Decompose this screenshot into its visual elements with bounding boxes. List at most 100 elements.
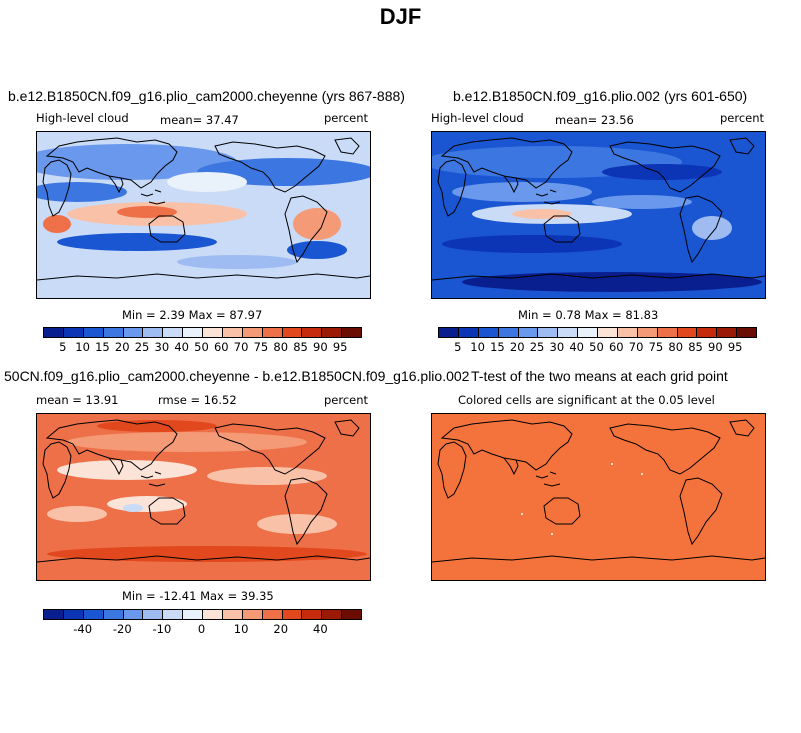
panel2-map-svg <box>432 132 765 298</box>
colorbar-tick-label: 0 <box>197 622 206 636</box>
colorbar-tick-label: 5 <box>59 340 67 354</box>
panel3-title: 50CN.f09_g16.plio_cam2000.cheyenne - b.e… <box>4 368 470 384</box>
colorbar-tick-label: 10 <box>233 622 249 636</box>
colorbar-swatch <box>83 328 104 337</box>
colorbar-swatch <box>83 610 104 619</box>
colorbar-swatch <box>262 610 283 619</box>
panel1-map <box>36 131 371 299</box>
colorbar-swatch <box>203 328 223 337</box>
panel2-variable: High-level cloud <box>431 111 524 125</box>
colorbar-tick-label: 25 <box>529 340 545 354</box>
colorbar-swatch <box>44 328 64 337</box>
colorbar-tick-label: 30 <box>549 340 565 354</box>
panel2-colorbar-ticks: 5 10 15 20 25 30 40 50 60 70 75 80 85 90 95 <box>438 340 755 354</box>
colorbar-swatch <box>282 328 303 337</box>
panel3-colorbar <box>43 609 362 620</box>
colorbar-swatch <box>183 610 203 619</box>
colorbar-swatch <box>44 610 64 619</box>
panel2-minmax: Min = 0.78 Max = 81.83 <box>518 308 659 322</box>
panel2-title: b.e12.B1850CN.f09_g16.plio.002 (yrs 601-… <box>453 88 748 104</box>
colorbar-tick-label: -40 <box>73 622 93 636</box>
colorbar-swatch <box>518 328 539 337</box>
colorbar-swatch <box>103 610 124 619</box>
colorbar-tick-label: 60 <box>213 340 229 354</box>
colorbar-tick-label: 85 <box>293 340 308 354</box>
panel4-title: T-test of the two means at each grid poi… <box>471 368 728 384</box>
colorbar-swatch <box>677 328 698 337</box>
colorbar-swatch <box>143 328 164 337</box>
colorbar-swatch <box>302 328 323 337</box>
colorbar-tick-label: -10 <box>152 622 172 636</box>
colorbar-swatch <box>578 328 598 337</box>
panel4-subtitle: Colored cells are significant at the 0.0… <box>458 393 715 407</box>
panel1-variable: High-level cloud <box>36 111 129 125</box>
colorbar-swatch <box>103 328 124 337</box>
panel1-mean: mean= 37.47 <box>160 113 239 127</box>
colorbar-swatch <box>558 328 579 337</box>
colorbar-swatch <box>282 610 303 619</box>
colorbar-tick-label: 50 <box>194 340 209 354</box>
colorbar-swatch <box>163 610 184 619</box>
colorbar-tick-label: 5 <box>454 340 462 354</box>
colorbar-swatch <box>123 328 144 337</box>
panel2-map <box>431 131 766 299</box>
colorbar-tick-label: 90 <box>708 340 723 354</box>
colorbar-swatch <box>439 328 459 337</box>
colorbar-tick-label: 75 <box>253 340 269 354</box>
panel2-mean: mean= 23.56 <box>555 113 634 127</box>
colorbar-tick-label: 25 <box>134 340 150 354</box>
colorbar-tick-label: 85 <box>688 340 703 354</box>
colorbar-tick-label: 20 <box>114 340 130 354</box>
colorbar-swatch <box>322 328 343 337</box>
panel3-minmax: Min = -12.41 Max = 39.35 <box>122 589 274 603</box>
colorbar-swatch <box>242 328 263 337</box>
panel2-colorbar <box>438 327 757 338</box>
panel3-map <box>36 413 371 581</box>
colorbar-swatch <box>737 328 756 337</box>
colorbar-swatch <box>203 610 223 619</box>
colorbar-tick-label: 40 <box>313 622 328 636</box>
colorbar-tick-label: 15 <box>490 340 505 354</box>
colorbar-swatch <box>342 328 361 337</box>
colorbar-tick-label: 95 <box>727 340 743 354</box>
panel1-colorbar-ticks: 5 10 15 20 25 30 40 50 60 70 75 80 85 90 95 <box>43 340 360 354</box>
colorbar-swatch <box>717 328 738 337</box>
colorbar-swatch <box>637 328 658 337</box>
colorbar-swatch <box>322 610 343 619</box>
colorbar-tick-label: 20 <box>273 622 289 636</box>
figure-title: DJF <box>379 4 422 29</box>
colorbar-tick-label: 70 <box>233 340 249 354</box>
panel3-units: percent <box>324 393 369 407</box>
colorbar-tick-label: 50 <box>589 340 604 354</box>
colorbar-swatch <box>222 610 243 619</box>
colorbar-swatch <box>697 328 718 337</box>
colorbar-swatch <box>538 328 559 337</box>
colorbar-tick-label: 40 <box>174 340 190 354</box>
colorbar-tick-label: 20 <box>509 340 525 354</box>
colorbar-swatch <box>222 328 243 337</box>
colorbar-tick-label: 10 <box>75 340 90 354</box>
colorbar-swatch <box>302 610 323 619</box>
colorbar-tick-label: 10 <box>470 340 485 354</box>
panel1-units: percent <box>324 111 369 125</box>
panel1-map-svg <box>37 132 370 298</box>
colorbar-tick-label: 15 <box>95 340 110 354</box>
panel1-minmax: Min = 2.39 Max = 87.97 <box>122 308 263 322</box>
panel3-mean: mean = 13.91 <box>36 393 119 407</box>
panel1-title: b.e12.B1850CN.f09_g16.plio_cam2000.cheye… <box>8 88 405 104</box>
panel3-colorbar-ticks: -40 -20 -10 0 10 20 40 <box>43 622 360 636</box>
colorbar-tick-label: 30 <box>154 340 170 354</box>
colorbar-swatch <box>63 328 84 337</box>
panel3-rmse: rmse = 16.52 <box>158 393 237 407</box>
colorbar-tick-label: 60 <box>608 340 624 354</box>
colorbar-swatch <box>143 610 164 619</box>
colorbar-tick-label: 75 <box>648 340 664 354</box>
colorbar-swatch <box>458 328 479 337</box>
panel4-map <box>431 413 766 581</box>
colorbar-swatch <box>262 328 283 337</box>
colorbar-swatch <box>498 328 519 337</box>
panel4-map-svg <box>432 414 765 580</box>
colorbar-tick-label: 80 <box>273 340 289 354</box>
colorbar-tick-label: -20 <box>112 622 132 636</box>
colorbar-tick-label: 90 <box>313 340 328 354</box>
